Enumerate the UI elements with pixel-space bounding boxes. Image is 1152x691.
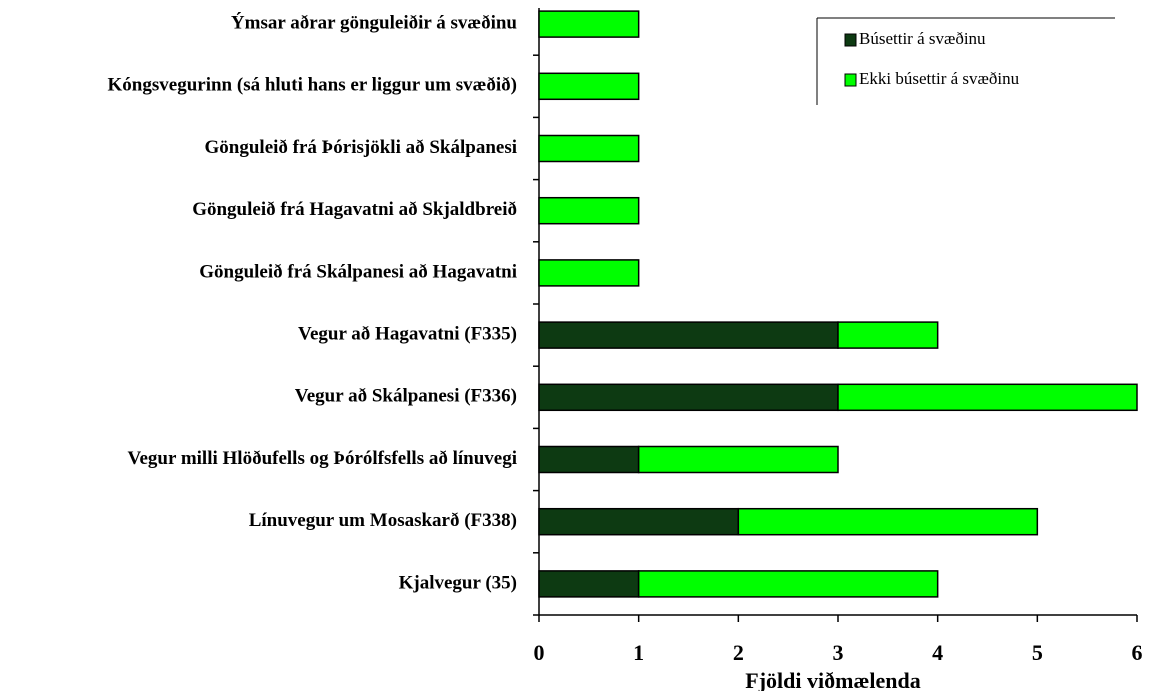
x-tick-label: 5 xyxy=(1032,640,1043,665)
bar-segment xyxy=(737,507,1039,536)
category-label: Línuvegur um Mosaskarð (F338) xyxy=(249,510,517,531)
category-label: Gönguleið frá Skálpanesi að Hagavatni xyxy=(199,261,517,282)
category-label: Vegur að Skálpanesi (F336) xyxy=(295,386,517,407)
bar-segment xyxy=(538,321,839,349)
bar-segment xyxy=(837,321,939,349)
bar-segment xyxy=(538,507,740,536)
bar-segment xyxy=(538,259,640,287)
x-tick-label: 3 xyxy=(833,640,844,665)
bar-segment xyxy=(538,72,640,101)
category-label: Kóngsvegurinn (sá hluti hans er liggur u… xyxy=(108,75,517,96)
bar-segment xyxy=(538,383,839,412)
x-tick-label: 1 xyxy=(633,640,644,665)
bar-segment xyxy=(538,196,640,225)
x-tick-label: 6 xyxy=(1132,640,1143,665)
bar-segment xyxy=(538,134,640,163)
legend-label: Ekki búsettir á svæðinu xyxy=(859,69,1020,88)
bar-segment xyxy=(637,445,839,474)
x-tick-label: 2 xyxy=(733,640,744,665)
bar-segment xyxy=(637,570,939,598)
bar-segment xyxy=(538,10,640,38)
x-tick-label: 4 xyxy=(932,640,943,665)
category-label: Kjalvegur (35) xyxy=(399,572,517,593)
bar-segment xyxy=(538,570,640,598)
x-axis-label: Fjöldi viðmælenda xyxy=(745,668,920,691)
legend-swatch xyxy=(844,73,857,87)
legend-swatch xyxy=(844,33,857,47)
category-label: Gönguleið frá Þórisjökli að Skálpanesi xyxy=(205,137,517,158)
legend-label: Búsettir á svæðinu xyxy=(859,29,986,48)
category-label: Ýmsar aðrar gönguleiðir á svæðinu xyxy=(231,11,518,33)
bar-segment xyxy=(538,445,640,474)
category-label: Gönguleið frá Hagavatni að Skjaldbreið xyxy=(192,199,517,220)
category-label: Vegur að Hagavatni (F335) xyxy=(298,323,517,344)
category-label: Vegur milli Hlöðufells og Þórólfsfells a… xyxy=(128,448,518,469)
x-tick-label: 0 xyxy=(534,640,545,665)
bar-segment xyxy=(837,383,1138,412)
